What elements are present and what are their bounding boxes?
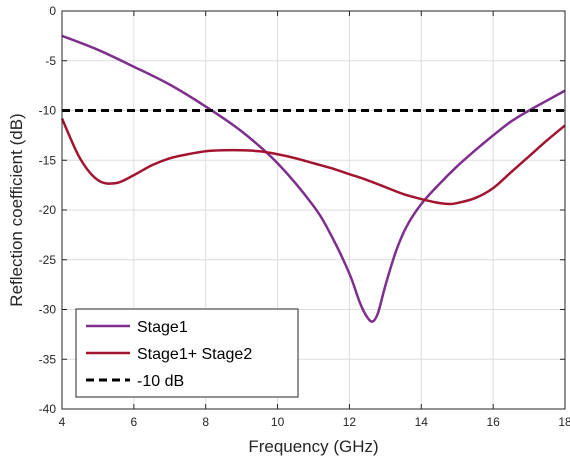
legend-label-stage1-stage2: Stage1+ Stage2 xyxy=(137,346,252,363)
y-axis-label: Reflection coefficient (dB) xyxy=(7,113,26,306)
x-tick-label: 6 xyxy=(131,415,138,429)
y-tick-label: -30 xyxy=(39,303,57,317)
legend-label-stage1: Stage1 xyxy=(137,319,188,336)
x-tick-label: 10 xyxy=(271,415,285,429)
y-tick-label: -40 xyxy=(39,402,57,416)
plot-frame xyxy=(61,10,566,410)
series-line-stage1-stage2 xyxy=(60,117,566,206)
x-tick-label: 4 xyxy=(59,415,66,429)
y-tick-label: -10 xyxy=(39,104,57,118)
legend: Stage1 Stage1+ Stage2 -10 dB xyxy=(75,308,299,398)
series-lines xyxy=(60,34,566,323)
y-tick-label: -15 xyxy=(39,153,57,167)
x-tick-label: 8 xyxy=(202,415,209,429)
y-tick-label: -20 xyxy=(39,203,57,217)
series-line-stage1 xyxy=(61,34,566,323)
x-tick-label: 12 xyxy=(343,415,357,429)
x-tick-label: 18 xyxy=(558,415,570,429)
x-tick-label: 14 xyxy=(415,415,429,429)
y-tick-label: 0 xyxy=(49,4,56,18)
y-tick-label: -25 xyxy=(39,253,57,267)
y-tick-label: -5 xyxy=(45,54,56,68)
legend-label-10db: -10 dB xyxy=(137,373,184,390)
x-tick-label: 16 xyxy=(486,415,500,429)
y-tick-label: -35 xyxy=(39,352,57,366)
tick-labels: 4 6 8 10 12 14 16 18 0 -5 -10 -15 -20 -25 -30 -35 -40 xyxy=(39,4,570,429)
x-axis-label: Frequency (GHz) xyxy=(248,437,378,456)
